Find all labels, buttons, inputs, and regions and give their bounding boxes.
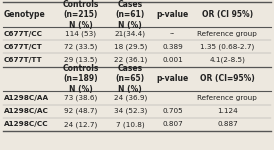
Text: 0.705: 0.705	[162, 108, 183, 114]
Text: 24 (36.9): 24 (36.9)	[113, 95, 147, 101]
Text: C677T/TT: C677T/TT	[4, 57, 43, 63]
Text: OR (CI=95%): OR (CI=95%)	[200, 75, 255, 83]
Text: 24 (12.7): 24 (12.7)	[64, 121, 98, 128]
Text: 29 (13.5): 29 (13.5)	[64, 57, 98, 63]
Text: Cases
(n=61)
N (%): Cases (n=61) N (%)	[116, 0, 145, 30]
Text: 72 (33.5): 72 (33.5)	[64, 44, 98, 50]
Text: Reference group: Reference group	[198, 31, 257, 37]
Text: 0.001: 0.001	[162, 57, 183, 63]
Text: 92 (48.7): 92 (48.7)	[64, 108, 98, 114]
Text: 0.887: 0.887	[217, 121, 238, 127]
Text: 4.1(2-8.5): 4.1(2-8.5)	[210, 57, 245, 63]
Text: 22 (36.1): 22 (36.1)	[113, 57, 147, 63]
Text: --: --	[170, 31, 175, 37]
Text: Genotype: Genotype	[4, 10, 46, 19]
Text: 18 (29.5): 18 (29.5)	[113, 44, 147, 50]
Text: p-value: p-value	[156, 75, 189, 83]
Text: p-value: p-value	[156, 10, 189, 19]
Text: Cases
(n=65)
N (%): Cases (n=65) N (%)	[116, 64, 145, 94]
Text: Controls
(n=189)
N (%): Controls (n=189) N (%)	[63, 64, 99, 94]
Text: 1.35 (0.68-2.7): 1.35 (0.68-2.7)	[200, 44, 255, 50]
Text: 21(34.4): 21(34.4)	[115, 30, 146, 37]
Text: 73 (38.6): 73 (38.6)	[64, 95, 98, 101]
Text: 114 (53): 114 (53)	[65, 30, 96, 37]
Text: 7 (10.8): 7 (10.8)	[116, 121, 144, 128]
Text: 1.124: 1.124	[217, 108, 238, 114]
Text: 0.807: 0.807	[162, 121, 183, 127]
Text: OR (CI 95%): OR (CI 95%)	[202, 10, 253, 19]
Text: 0.389: 0.389	[162, 44, 183, 50]
Text: Reference group: Reference group	[198, 95, 257, 101]
Text: C677T/CT: C677T/CT	[4, 44, 43, 50]
Text: A1298C/AC: A1298C/AC	[4, 108, 49, 114]
Text: 34 (52.3): 34 (52.3)	[113, 108, 147, 114]
Text: A1298C/AA: A1298C/AA	[4, 95, 49, 101]
Text: A1298C/CC: A1298C/CC	[4, 121, 49, 127]
Text: C677T/CC: C677T/CC	[4, 31, 43, 37]
Text: Controls
(n=215)
N (%): Controls (n=215) N (%)	[63, 0, 99, 30]
